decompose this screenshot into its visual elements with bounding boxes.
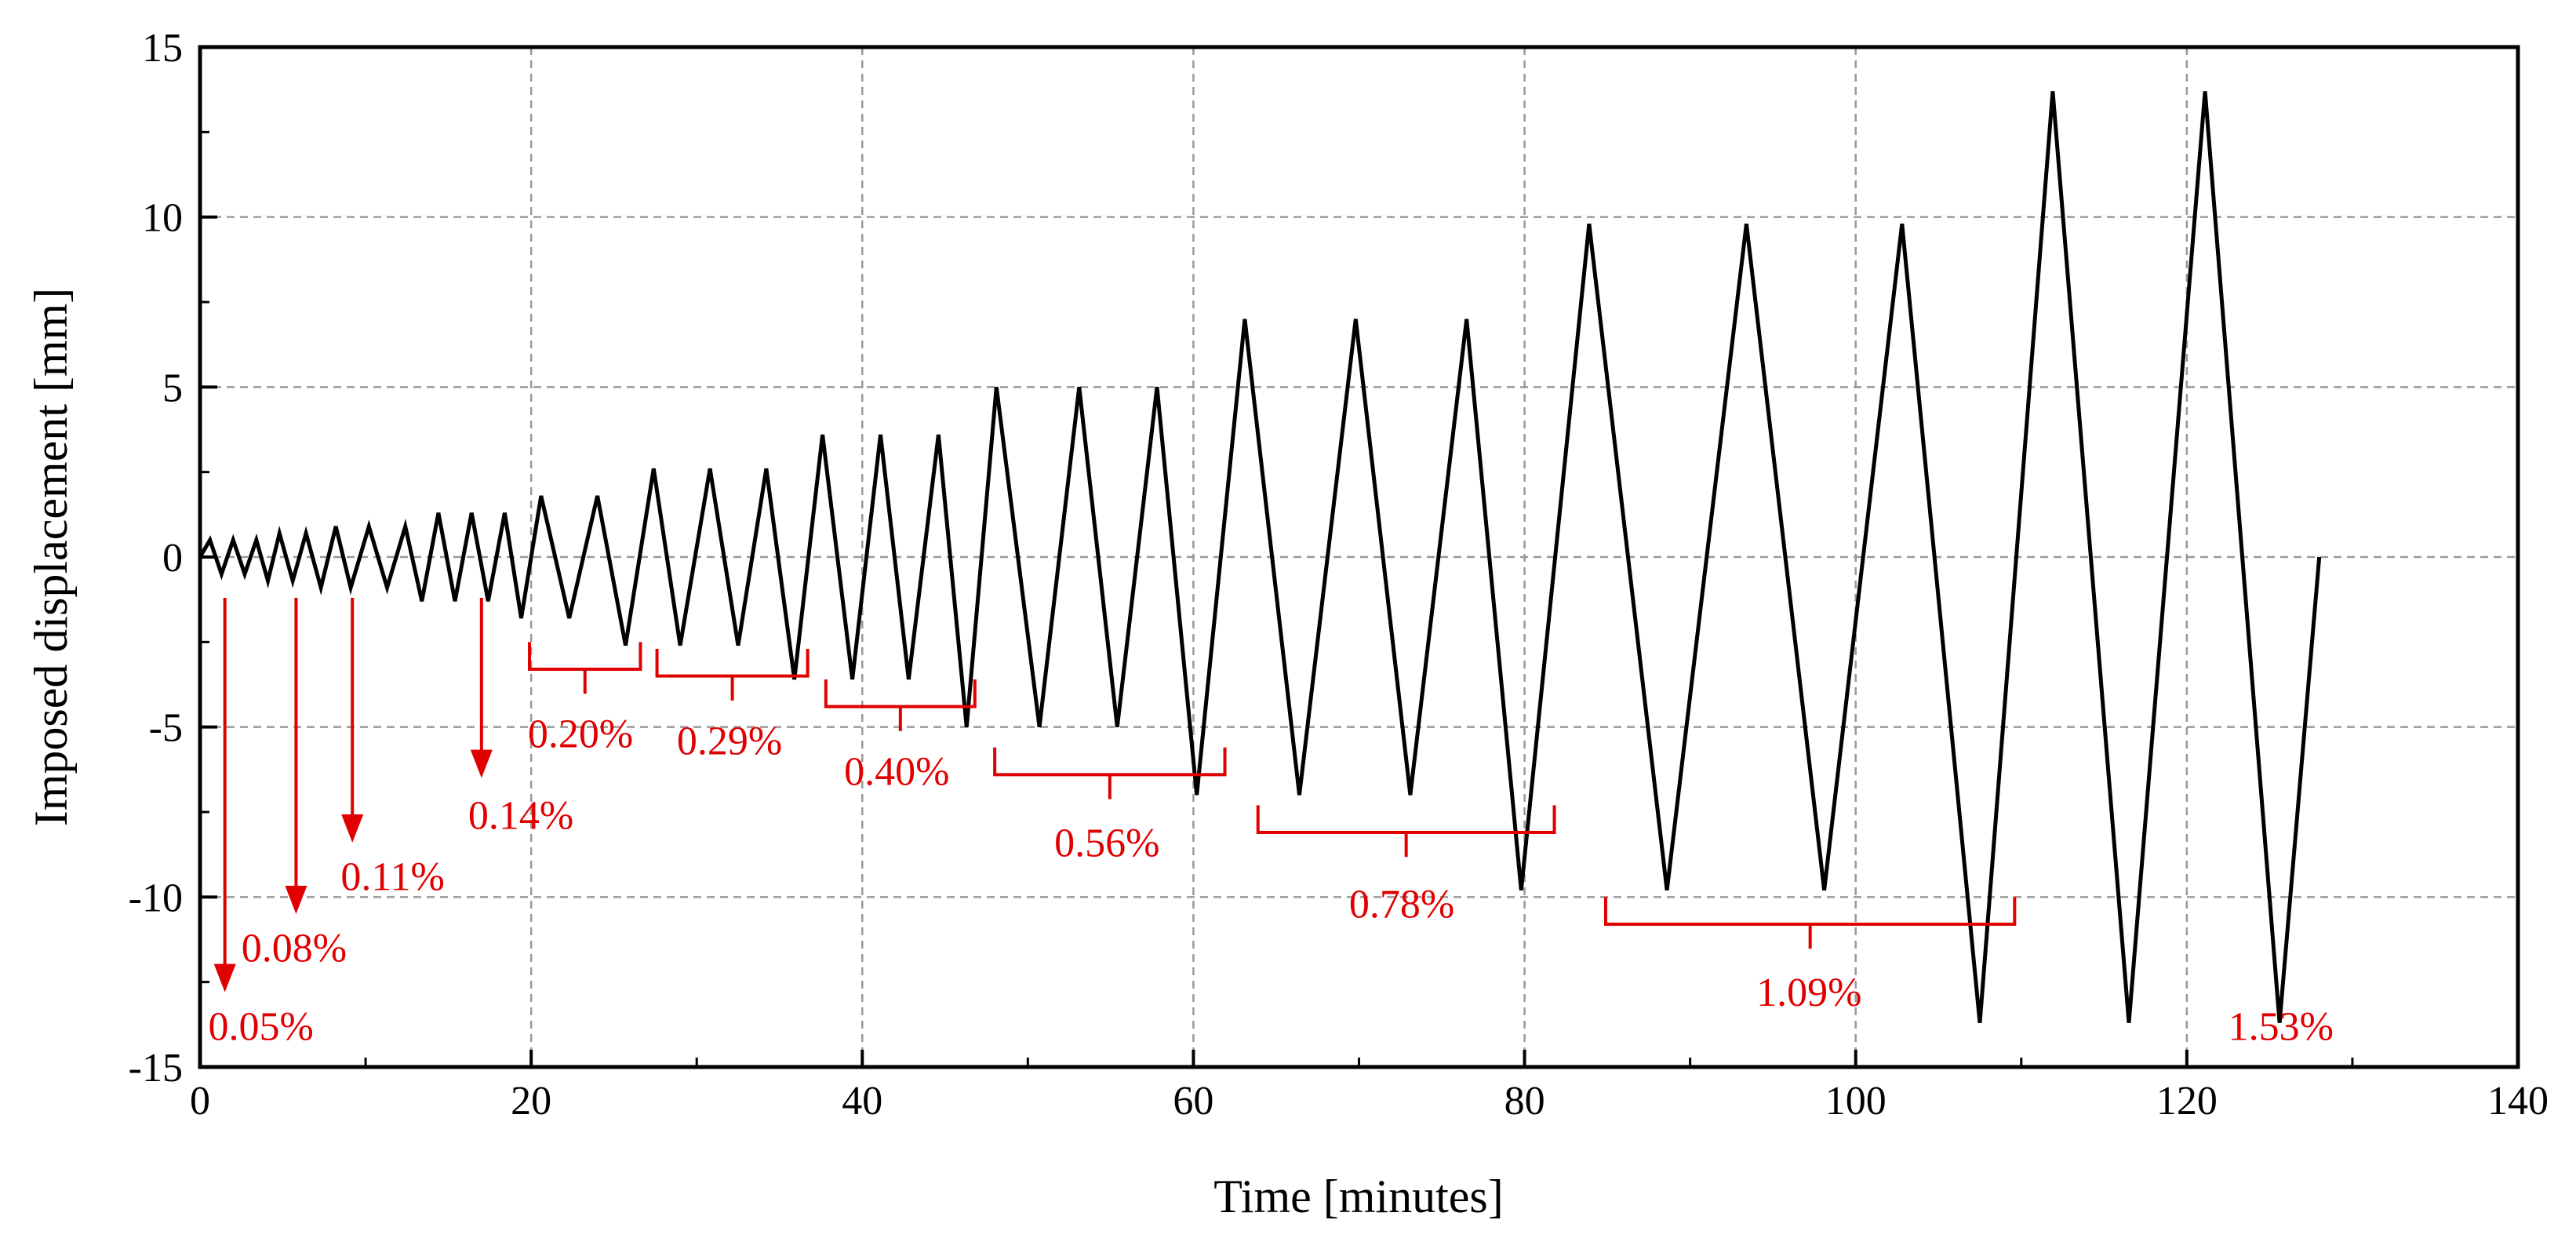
y-tick-label: 10 [142, 196, 183, 241]
annotation-label: 0.05% [209, 1004, 314, 1049]
annotation-label: 1.09% [1756, 970, 1861, 1015]
x-tick-label: 140 [2487, 1079, 2549, 1123]
series-line-0 [198, 91, 2322, 1023]
annotation-label: 0.78% [1349, 882, 1454, 927]
annotation-bracket [1256, 805, 1556, 834]
annotation-label: 0.08% [242, 927, 347, 971]
annotation-label: 0.20% [528, 712, 633, 757]
annotation-label: 0.14% [468, 794, 573, 839]
x-tick-label: 100 [1825, 1079, 1887, 1123]
annotation-label: 0.11% [340, 855, 444, 900]
y-axis-title: Imposed displacement [mm] [25, 288, 77, 826]
x-tick-label: 80 [1504, 1079, 1545, 1123]
annotation-arrow-head [213, 963, 236, 992]
annotation-arrow-head [285, 886, 307, 914]
annotation-label: 0.56% [1054, 821, 1159, 865]
y-tick-label: 0 [162, 536, 183, 581]
x-tick-label: 0 [190, 1079, 210, 1123]
annotation-bracket [528, 642, 642, 671]
annotation-bracket [1603, 897, 2017, 926]
y-tick-label: 15 [142, 26, 183, 71]
annotation-arrow-head [341, 814, 364, 843]
annotation-label: 0.40% [844, 749, 949, 794]
y-tick-label: -5 [149, 706, 183, 751]
annotation-layer: 0.05% 0.08% 0.11% 0.14% 0.20% 0.29% 0.40% 0.56%… [209, 598, 2334, 1049]
axis-layer: 0 20 40 60 80 100 120 140 -15 -10 -5 0 5 10 15 [129, 26, 2549, 1123]
x-tick-label: 60 [1173, 1079, 1213, 1123]
annotation-label: 1.53% [2229, 1004, 2334, 1049]
x-tick-label: 40 [842, 1079, 882, 1123]
annotation-bracket [993, 747, 1227, 777]
annotation-arrow-head [470, 749, 493, 778]
y-tick-label: -10 [129, 876, 183, 920]
x-tick-label: 120 [2156, 1079, 2218, 1123]
annotation-bracket [655, 649, 810, 678]
x-axis-title: Time [minutes] [1213, 1171, 1503, 1222]
annotation-label: 0.29% [677, 719, 782, 763]
y-tick-label: -15 [129, 1046, 183, 1091]
y-tick-label: 5 [162, 366, 183, 410]
series-layer [198, 91, 2322, 1023]
annotation-bracket [824, 679, 977, 708]
x-tick-label: 20 [511, 1079, 551, 1123]
